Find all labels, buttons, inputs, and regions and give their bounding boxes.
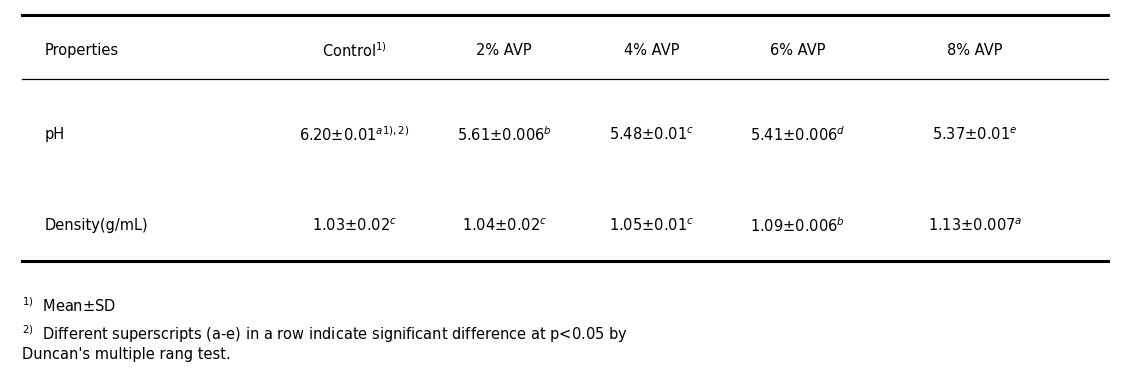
Text: 1.09±0.006$^{b}$: 1.09±0.006$^{b}$ bbox=[750, 216, 845, 235]
Text: pH: pH bbox=[44, 127, 64, 142]
Text: $^{2)}$  Different superscripts (a-e) in a row indicate significant difference a: $^{2)}$ Different superscripts (a-e) in … bbox=[23, 324, 628, 345]
Text: 5.48±0.01$^{c}$: 5.48±0.01$^{c}$ bbox=[609, 126, 694, 143]
Text: 1.03±0.02$^{c}$: 1.03±0.02$^{c}$ bbox=[312, 217, 397, 234]
Text: Density(g/mL): Density(g/mL) bbox=[44, 218, 148, 233]
Text: 5.37±0.01$^{e}$: 5.37±0.01$^{e}$ bbox=[932, 126, 1017, 143]
Text: 2% AVP: 2% AVP bbox=[476, 43, 532, 59]
Text: 1.04±0.02$^{c}$: 1.04±0.02$^{c}$ bbox=[461, 217, 547, 234]
Text: $^{1)}$  Mean±SD: $^{1)}$ Mean±SD bbox=[23, 296, 116, 315]
Text: 1.13±0.007$^{a}$: 1.13±0.007$^{a}$ bbox=[928, 217, 1022, 234]
Text: Properties: Properties bbox=[44, 43, 119, 59]
Text: 1.05±0.01$^{c}$: 1.05±0.01$^{c}$ bbox=[609, 217, 694, 234]
Text: Control$^{1)}$: Control$^{1)}$ bbox=[322, 42, 388, 60]
Text: 6.20±0.01$^{a1),2)}$: 6.20±0.01$^{a1),2)}$ bbox=[299, 125, 410, 144]
Text: 5.61±0.006$^{b}$: 5.61±0.006$^{b}$ bbox=[457, 125, 551, 144]
Text: 4% AVP: 4% AVP bbox=[624, 43, 679, 59]
Text: Duncan's multiple rang test.: Duncan's multiple rang test. bbox=[23, 347, 232, 362]
Text: 6% AVP: 6% AVP bbox=[770, 43, 825, 59]
Text: 5.41±0.006$^{d}$: 5.41±0.006$^{d}$ bbox=[750, 125, 845, 144]
Text: 8% AVP: 8% AVP bbox=[947, 43, 1002, 59]
